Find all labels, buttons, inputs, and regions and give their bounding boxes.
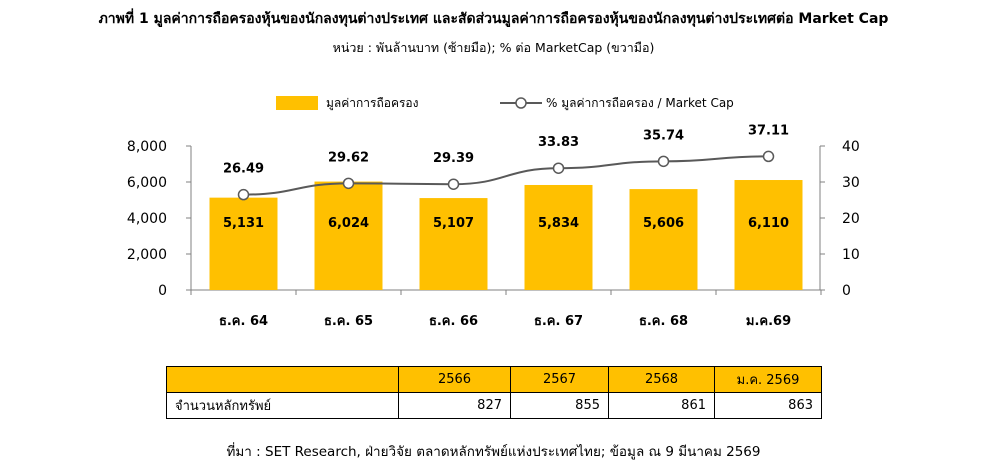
bar-value-label: 5,834	[538, 216, 579, 231]
bar	[734, 180, 803, 290]
table-cell: 827	[398, 392, 511, 419]
bar-value-label: 5,606	[643, 216, 684, 231]
table-header-cell: 2568	[608, 366, 715, 393]
y-left-tick-label: 2,000	[127, 247, 167, 263]
table-row: จำนวนหลักทรัพย์ 827 855 861 863	[166, 392, 822, 419]
line-point	[762, 150, 775, 163]
combo-chart: มูลค่าการถือครอง % มูลค่าการถือครอง / Mar…	[127, 96, 860, 329]
y-right-tick-label: 0	[842, 283, 851, 299]
bar-value-label: 5,131	[223, 216, 264, 231]
legend-line-label: % มูลค่าการถือครอง / Market Cap	[546, 96, 734, 111]
y-left-tick-label: 8,000	[127, 139, 167, 155]
bar	[524, 184, 593, 290]
line-point	[447, 178, 460, 190]
table-header-cell: 2567	[510, 366, 609, 393]
y-right-tick-label: 40	[842, 139, 860, 155]
bar	[629, 189, 698, 290]
table-cell: 861	[608, 392, 715, 419]
source-note: ที่มา : SET Research, ฝ่ายวิจัย ตลาดหลัก…	[226, 444, 761, 460]
y-left-tick-label: 6,000	[127, 175, 167, 191]
line-point	[237, 188, 250, 201]
bar-value-label: 6,110	[748, 216, 789, 231]
line-value-label: 29.39	[433, 151, 474, 166]
table-row-label: จำนวนหลักทรัพย์	[166, 392, 399, 419]
bar-value-label: 6,024	[328, 216, 369, 231]
bar-value-label: 5,107	[433, 216, 474, 231]
x-category-label: ธ.ค. 66	[429, 314, 478, 329]
line-point	[342, 177, 355, 190]
securities-count-table: 2566 2567 2568 ม.ค. 2569 จำนวนหลักทรัพย์…	[166, 366, 822, 419]
line-point	[657, 155, 670, 168]
y-right-tick-label: 20	[842, 211, 860, 227]
y-left-tick-label: 4,000	[127, 211, 167, 227]
x-category-label: ธ.ค. 64	[219, 314, 268, 329]
line-value-label: 35.74	[643, 128, 684, 143]
table-header-cell: 2566	[398, 366, 511, 393]
legend-bar-swatch	[276, 96, 318, 110]
x-category-label: ธ.ค. 68	[639, 314, 688, 329]
legend-line-marker	[515, 97, 527, 109]
table-cell: 863	[714, 392, 822, 419]
line-value-label: 33.83	[538, 135, 579, 150]
chart-subtitle: หน่วย : พันล้านบาท (ซ้ายมือ); % ต่อ Mark…	[332, 40, 655, 55]
table-header-row: 2566 2567 2568 ม.ค. 2569	[166, 366, 822, 393]
legend-bar-label: มูลค่าการถือครอง	[326, 96, 419, 111]
line-point	[552, 162, 565, 174]
x-category-label: ธ.ค. 65	[324, 314, 373, 329]
bar	[419, 198, 488, 290]
table-header-cell	[166, 366, 399, 393]
table-header-cell: ม.ค. 2569	[714, 366, 822, 393]
line-value-label: 26.49	[223, 162, 264, 177]
line-value-label: 29.62	[328, 150, 369, 165]
line-value-label: 37.11	[748, 123, 789, 138]
x-category-label: ธ.ค. 67	[534, 314, 583, 329]
y-right-tick-label: 30	[842, 175, 860, 191]
y-left-tick-label: 0	[158, 283, 167, 299]
y-right-tick-label: 10	[842, 247, 860, 263]
line-series	[243, 155, 769, 196]
bar	[209, 197, 278, 290]
bar	[314, 181, 383, 290]
x-category-label: ม.ค.69	[746, 314, 791, 329]
table-cell: 855	[510, 392, 609, 419]
chart-title: ภาพที่ 1 มูลค่าการถือครองหุ้นของนักลงทุน…	[98, 11, 889, 27]
